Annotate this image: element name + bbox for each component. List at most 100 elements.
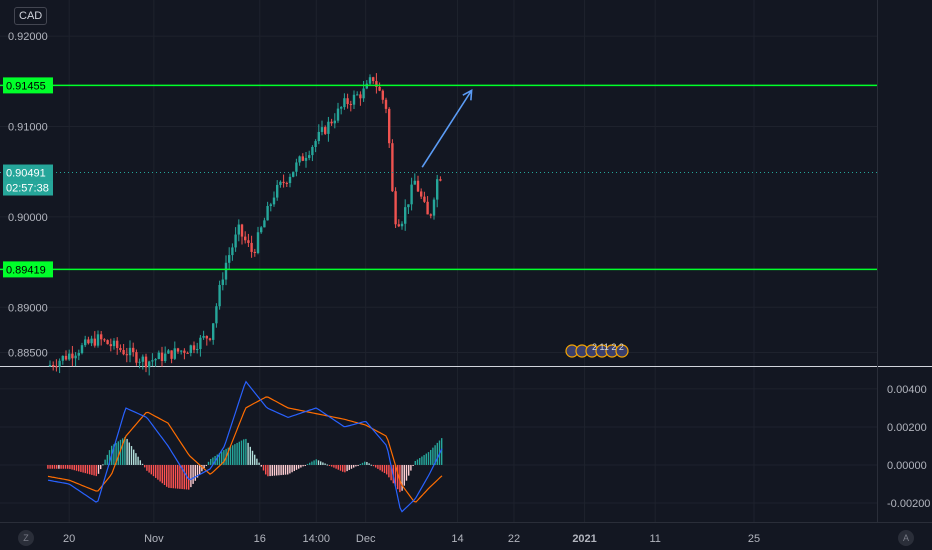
histogram-bar — [267, 464, 269, 477]
candle-body — [250, 242, 253, 252]
histogram-bar — [421, 456, 423, 465]
candle-body — [212, 323, 215, 340]
candle-body — [304, 157, 308, 161]
histogram-bar — [170, 464, 172, 489]
candle-body — [423, 196, 426, 202]
candle-body — [436, 179, 439, 200]
candle-body — [295, 162, 298, 172]
candle-body — [64, 355, 68, 360]
histogram-bar — [69, 464, 71, 469]
candle-body — [93, 338, 96, 346]
candle-body — [244, 236, 247, 241]
histogram-bar — [159, 464, 161, 482]
candle-body — [58, 360, 61, 367]
histogram-bar — [284, 464, 287, 475]
histogram-bar — [282, 464, 284, 475]
histogram-bar — [311, 461, 313, 465]
candle-body — [375, 81, 378, 87]
histogram-bar — [124, 436, 126, 465]
time-axis-tick: 2021 — [572, 533, 596, 545]
histogram-bar — [342, 464, 344, 472]
candle-body — [228, 255, 231, 263]
candle-body — [400, 223, 404, 227]
histogram-bar — [181, 464, 183, 490]
histogram-bar — [144, 464, 146, 468]
candle-body — [135, 352, 138, 363]
currency-badge[interactable]: CAD — [14, 7, 48, 25]
candle-body — [52, 365, 55, 367]
histogram-bar — [100, 464, 102, 470]
candle-body — [138, 361, 141, 363]
histogram-bar — [148, 464, 150, 473]
histogram-bar — [326, 464, 328, 466]
candle-body — [167, 350, 170, 354]
candle-body — [260, 227, 263, 233]
time-axis-tick: 22 — [508, 533, 520, 545]
histogram-bar — [146, 464, 148, 471]
candle-body — [391, 143, 394, 192]
candle-body — [394, 191, 397, 225]
candle-body — [346, 98, 349, 105]
candle-body — [439, 179, 442, 181]
candle-body — [189, 345, 192, 354]
histogram-bar — [434, 445, 436, 465]
histogram-bar — [236, 442, 238, 465]
candle-body — [74, 355, 77, 359]
histogram-bar — [93, 464, 95, 476]
candle-body — [218, 284, 221, 307]
candle-body — [234, 234, 237, 248]
candle-body — [196, 349, 199, 351]
histogram-bar — [108, 450, 111, 465]
histogram-bar — [328, 464, 331, 466]
candle-body — [180, 350, 183, 352]
histogram-bar — [174, 464, 177, 489]
histogram-bar — [89, 464, 91, 475]
candle-body — [256, 232, 260, 253]
histogram-bar — [161, 464, 163, 484]
candle-body — [183, 350, 186, 353]
histogram-bar — [256, 458, 258, 465]
histogram-bar — [249, 446, 251, 465]
candle-body — [359, 94, 362, 99]
auto-scale-button[interactable]: A — [898, 530, 914, 546]
candle-body — [426, 201, 429, 215]
histogram-bar — [419, 458, 421, 465]
histogram-bar — [273, 464, 276, 476]
current-price-label: 0.90491 — [6, 168, 46, 180]
histogram-bar — [364, 461, 366, 465]
candle-body — [288, 176, 292, 184]
time-axis-tick: 14:00 — [303, 533, 331, 545]
candle-body — [71, 353, 74, 359]
histogram-bar — [436, 442, 438, 465]
histogram-bar — [56, 464, 58, 469]
event-marker-icon — [615, 344, 629, 358]
candle-body — [343, 98, 346, 108]
histogram-bar — [135, 453, 137, 465]
candle-body — [48, 365, 52, 367]
histogram-bar — [401, 464, 403, 491]
candle-body — [80, 345, 84, 354]
histogram-bar — [234, 444, 236, 465]
candle-body — [356, 94, 359, 96]
auto-scale-left-button[interactable]: Z — [18, 530, 34, 546]
histogram-bar — [168, 464, 170, 488]
histogram-bar — [304, 464, 306, 466]
histogram-bar — [375, 464, 377, 468]
histogram-bar — [344, 464, 346, 473]
histogram-bar — [152, 464, 155, 477]
histogram-bar — [251, 450, 254, 465]
candle-body — [215, 306, 218, 324]
histogram-bar — [430, 449, 432, 465]
candle-body — [173, 348, 176, 359]
time-axis-tick: 25 — [748, 533, 760, 545]
histogram-bar — [317, 460, 320, 465]
price-axis-tick: 0.91000 — [8, 122, 48, 134]
histogram-bar — [172, 464, 174, 489]
indicator-axis-tick: 0.00400 — [887, 384, 927, 396]
candle-body — [55, 366, 58, 368]
histogram-bar — [188, 464, 190, 490]
histogram-bar — [370, 464, 372, 466]
candle-body — [327, 121, 330, 134]
candle-body — [224, 262, 228, 280]
